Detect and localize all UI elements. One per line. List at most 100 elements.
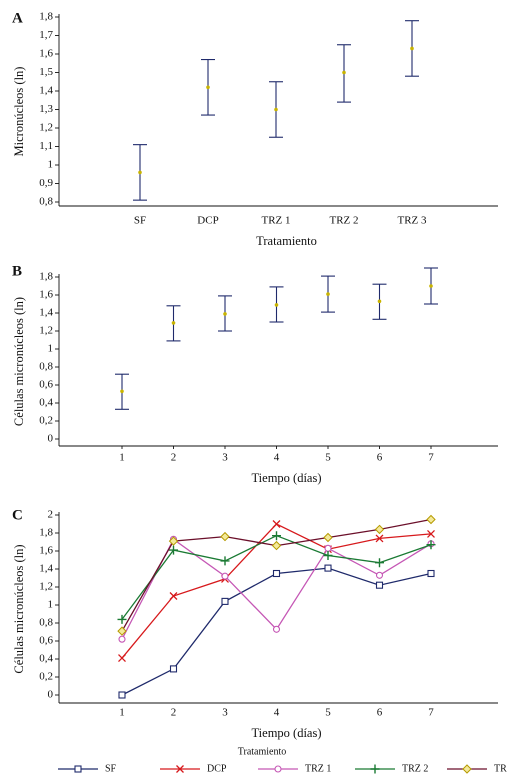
y-axis-title: Células micronúcleos (ln) xyxy=(12,544,26,673)
legend-item: SF xyxy=(58,763,117,774)
y-tick-label: 1,6 xyxy=(39,289,53,301)
y-tick-label: 0 xyxy=(48,433,54,445)
series-point xyxy=(221,572,229,580)
legend-swatch-marker xyxy=(370,764,380,774)
y-tick-label: 1,4 xyxy=(39,563,53,575)
x-tick-label: 3 xyxy=(222,707,228,719)
y-tick-label: 0,2 xyxy=(39,415,53,427)
y-tick-label: 1 xyxy=(48,599,54,611)
y-axis-title: Células micronúcleos (ln) xyxy=(12,297,26,426)
series-point xyxy=(272,569,281,578)
y-tick-label: 0,8 xyxy=(39,196,53,208)
panel-letter-c: C xyxy=(12,507,23,523)
legend-item: TRZ 2 xyxy=(355,763,428,774)
legend-swatch-marker xyxy=(462,764,472,774)
series-point xyxy=(324,564,332,572)
y-tick-label: 0,8 xyxy=(39,617,53,629)
y-tick-label: 0,4 xyxy=(39,653,53,665)
y-tick-label: 0,8 xyxy=(39,361,53,373)
series-point xyxy=(427,529,435,538)
legend-item: TRZ 3 xyxy=(447,763,507,774)
mean-point xyxy=(410,46,414,51)
x-tick-label: 7 xyxy=(428,707,434,719)
y-tick-label: 1,2 xyxy=(39,122,53,134)
mean-point xyxy=(342,70,346,75)
panel-c: C 0 0,2 0,4 0,6 0,8 1 1,2 1,4 1,6 1,8 2 1 2 3 4 5 6 7 Tiemp… xyxy=(12,507,507,774)
x-tick-label: 6 xyxy=(377,707,383,719)
x-axis-title: Tiempo (días) xyxy=(251,471,321,485)
y-tick-label: 1,6 xyxy=(39,545,53,557)
legend-label: DCP xyxy=(207,763,227,774)
mean-point xyxy=(138,170,142,175)
x-tick-label: 2 xyxy=(171,707,177,719)
panel-letter-b: B xyxy=(12,263,22,279)
legend-item: DCP xyxy=(160,763,227,774)
mean-point xyxy=(326,292,330,296)
series-point xyxy=(168,536,179,546)
y-tick-label: 1,3 xyxy=(39,103,53,115)
y-tick-label: 0,4 xyxy=(39,397,53,409)
mean-point xyxy=(429,284,433,288)
legend-label: TRZ 1 xyxy=(305,763,331,774)
mean-point xyxy=(377,299,382,304)
series-point xyxy=(271,540,282,551)
y-tick-label: 1,4 xyxy=(39,307,53,319)
legend-swatch-marker xyxy=(274,765,282,773)
x-tick-label: 7 xyxy=(428,452,434,464)
series-point xyxy=(118,691,126,699)
series-point xyxy=(374,524,385,535)
x-tick-label: 1 xyxy=(119,452,125,464)
y-tick-label: 0 xyxy=(48,689,54,701)
series-point xyxy=(117,614,127,624)
x-tick-label: TRZ 2 xyxy=(329,215,358,227)
series-point xyxy=(169,665,178,673)
legend-label: TRZ 3 xyxy=(494,763,507,774)
series-point xyxy=(323,532,333,543)
x-tick-label: 4 xyxy=(274,452,280,464)
y-tick-label: 1,8 xyxy=(39,271,53,283)
series-point xyxy=(375,558,384,568)
series-point xyxy=(272,625,281,633)
y-tick-label: 1,8 xyxy=(39,527,53,539)
x-tick-label: 5 xyxy=(325,452,331,464)
series-point xyxy=(220,531,230,542)
series-point xyxy=(426,514,436,525)
series-point xyxy=(169,545,178,555)
x-tick-label: 1 xyxy=(119,707,125,719)
legend: Tratamiento SF DCP TRZ 1 TRZ 2 TRZ 3 xyxy=(58,746,507,774)
y-tick-label: 1,2 xyxy=(39,325,53,337)
mean-point xyxy=(206,85,210,90)
series-point xyxy=(220,556,230,566)
y-axis-title: Micronúcleos (ln) xyxy=(12,67,26,157)
x-tick-label: 6 xyxy=(377,452,383,464)
x-axis-title: Tiempo (días) xyxy=(251,726,321,740)
y-tick-label: 1,1 xyxy=(39,140,53,152)
y-tick-label: 1 xyxy=(48,343,54,355)
y-tick-label: 1,6 xyxy=(39,48,53,60)
series-point xyxy=(118,654,126,663)
series-point xyxy=(169,592,178,600)
x-axis-title: Tratamiento xyxy=(256,234,317,248)
series-point xyxy=(272,520,281,528)
series-line-trz-1 xyxy=(121,538,432,640)
y-tick-label: 1 xyxy=(48,159,54,171)
mean-point xyxy=(274,303,279,307)
x-tick-label: 4 xyxy=(274,707,280,719)
series-point xyxy=(426,540,436,550)
x-tick-label: 3 xyxy=(222,452,228,464)
y-tick-label: 1,2 xyxy=(39,581,53,593)
mean-point xyxy=(171,321,176,325)
y-tick-label: 0,2 xyxy=(39,671,53,683)
y-tick-label: 0,6 xyxy=(39,379,53,391)
legend-label: SF xyxy=(105,763,117,774)
series-point xyxy=(272,531,281,541)
mean-point xyxy=(120,389,124,394)
series-point xyxy=(117,626,127,636)
legend-item: TRZ 1 xyxy=(258,763,331,774)
legend-swatch-marker xyxy=(176,765,184,773)
x-tick-label: 2 xyxy=(171,452,177,464)
x-tick-label: SF xyxy=(134,215,146,227)
x-tick-label: 5 xyxy=(325,707,331,719)
legend-label: TRZ 2 xyxy=(402,763,428,774)
